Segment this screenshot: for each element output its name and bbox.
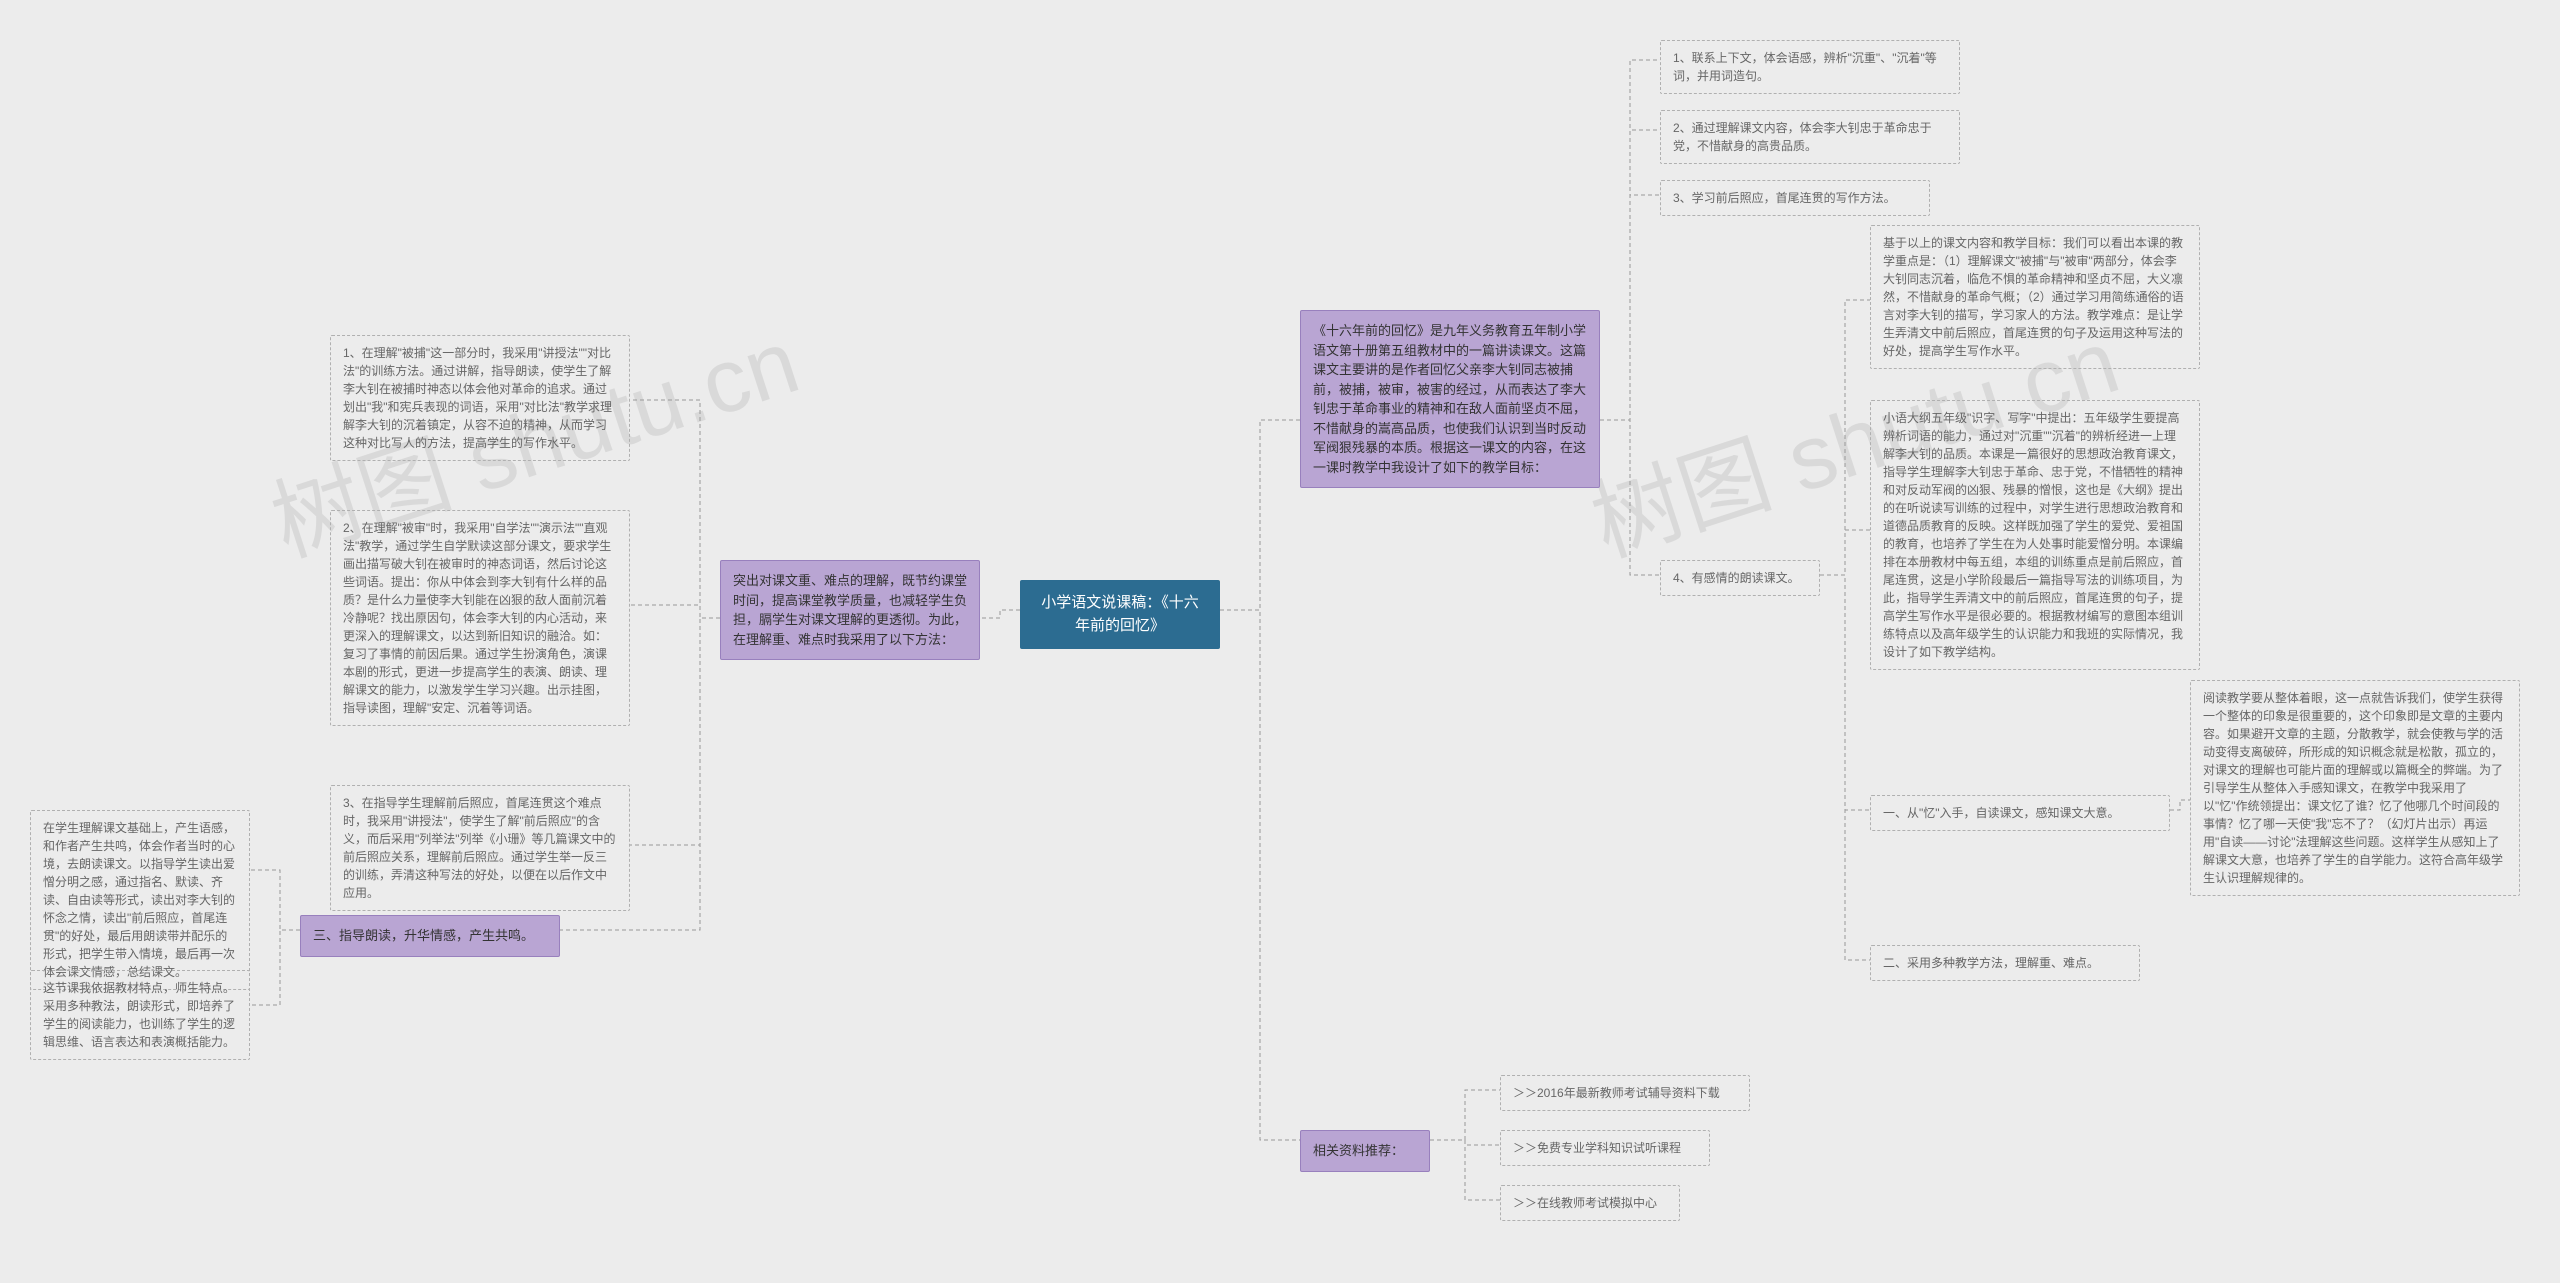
branch-intro[interactable]: 《十六年前的回忆》是九年义务教育五年制小学语文第十册第五组教材中的一篇讲读课文。… (1300, 310, 1600, 488)
branch-methods[interactable]: 突出对课文重、难点的理解，既节约课堂时间，提高课堂教学质量，也减轻学生负担，膈学… (720, 560, 980, 660)
branch-reading[interactable]: 三、指导朗读，升华情感，产生共鸣。 (300, 915, 560, 957)
leaf-goal-3[interactable]: 3、学习前后照应，首尾连贯的写作方法。 (1660, 180, 1930, 216)
leaf-resource-1[interactable]: ＞＞2016年最新教师考试辅导资料下载 (1500, 1075, 1750, 1111)
leaf-step-1a[interactable]: 阅读教学要从整体着眼，这一点就告诉我们，使学生获得一个整体的印象是很重要的，这个… (2190, 680, 2520, 896)
leaf-reading-1[interactable]: 在学生理解课文基础上，产生语感，和作者产生共鸣，体会作者当时的心境，去朗读课文。… (30, 810, 250, 990)
leaf-resource-3[interactable]: ＞＞在线教师考试模拟中心 (1500, 1185, 1680, 1221)
branch-resources[interactable]: 相关资料推荐： (1300, 1130, 1430, 1172)
leaf-reading-2[interactable]: 这节课我依据教材特点，师生特点。采用多种教法，朗读形式，即培养了学生的阅读能力，… (30, 970, 250, 1060)
leaf-goal-4[interactable]: 4、有感情的朗读课文。 (1660, 560, 1820, 596)
leaf-method-2[interactable]: 2、在理解"被审"时，我采用"自学法""演示法""直观法"教学，通过学生自学默读… (330, 510, 630, 726)
leaf-method-3[interactable]: 3、在指导学生理解前后照应，首尾连贯这个难点时，我采用"讲授法"，使学生了解"前… (330, 785, 630, 911)
leaf-goal-1[interactable]: 1、联系上下文，体会语感，辨析"沉重"、"沉着"等词，并用词造句。 (1660, 40, 1960, 94)
root-node[interactable]: 小学语文说课稿：《十六年前的回忆》 (1020, 580, 1220, 649)
leaf-goal-2[interactable]: 2、通过理解课文内容，体会李大钊忠于革命忠于党，不惜献身的高贵品质。 (1660, 110, 1960, 164)
leaf-resource-2[interactable]: ＞＞免费专业学科知识试听课程 (1500, 1130, 1710, 1166)
leaf-focus-a[interactable]: 基于以上的课文内容和教学目标：我们可以看出本课的教学重点是：（1）理解课文"被捕… (1870, 225, 2200, 369)
leaf-focus-b[interactable]: 小语大纲五年级"识字、写字"中提出：五年级学生要提高辨析词语的能力，通过对"沉重… (1870, 400, 2200, 670)
leaf-step-2[interactable]: 二、采用多种教学方法，理解重、难点。 (1870, 945, 2140, 981)
leaf-method-1[interactable]: 1、在理解"被捕"这一部分时，我采用"讲授法""对比法"的训练方法。通过讲解，指… (330, 335, 630, 461)
leaf-step-1[interactable]: 一、从"忆"入手，自读课文，感知课文大意。 (1870, 795, 2170, 831)
